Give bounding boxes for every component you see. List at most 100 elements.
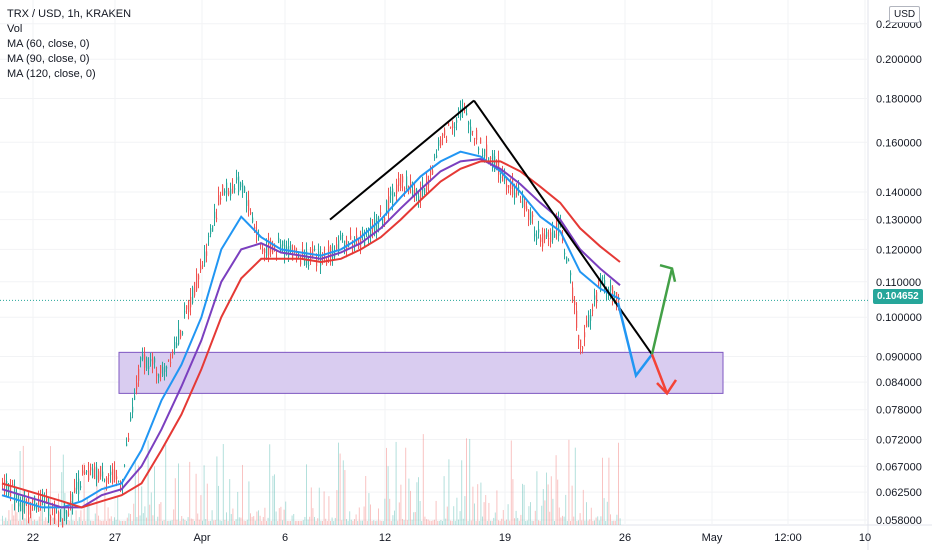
volume-bar <box>94 513 96 525</box>
volume-bar <box>534 510 536 525</box>
candle-body <box>132 406 134 413</box>
volume-bar <box>339 453 341 525</box>
chart-title: TRX / USD, 1h, KRAKEN <box>7 8 132 20</box>
candle-body <box>224 190 226 194</box>
volume-bar <box>250 513 251 525</box>
volume-bar <box>378 508 379 525</box>
volume-bar <box>230 514 232 525</box>
volume-bar <box>314 516 315 525</box>
volume-bar <box>189 461 191 525</box>
volume-bar <box>131 520 133 525</box>
volume-bar <box>363 506 365 525</box>
volume-bar <box>115 519 117 525</box>
indicator-ma120[interactable]: MA (120, close, 0) <box>7 68 96 80</box>
indicator-ma90[interactable]: MA (90, close, 0) <box>7 53 90 65</box>
candle-body <box>612 286 614 299</box>
candle-body <box>30 501 32 513</box>
indicator-vol[interactable]: Vol <box>7 23 23 35</box>
volume-bar <box>286 521 288 525</box>
candle-body <box>222 184 224 196</box>
volume-bar <box>370 504 371 525</box>
candle-body <box>374 219 376 234</box>
volume-bar <box>122 520 123 525</box>
volume-bar <box>232 508 234 525</box>
last-price-badge: 0.104652 <box>873 289 923 304</box>
volume-bar <box>266 520 267 525</box>
volume-bar <box>357 521 359 525</box>
candle-body <box>196 273 198 291</box>
y-tick-label: 0.180000 <box>876 93 922 105</box>
candle-body <box>596 292 598 303</box>
candle-body <box>248 199 250 211</box>
candle-body <box>516 188 518 195</box>
candle-body <box>148 366 150 370</box>
candle-body <box>344 240 346 250</box>
candle-body <box>62 522 64 528</box>
volume-bar <box>333 521 335 525</box>
candle-body <box>582 347 584 349</box>
candle-body <box>142 354 144 360</box>
candle-body <box>600 277 602 292</box>
volume-bar <box>146 517 147 525</box>
candle-body <box>584 332 586 338</box>
volume-bar <box>91 520 93 525</box>
volume-bar <box>450 520 451 525</box>
candle-body <box>72 494 74 508</box>
volume-bar <box>403 520 405 525</box>
candle-body <box>392 188 394 204</box>
volume-bar <box>592 520 594 525</box>
candle-body <box>146 357 148 369</box>
y-tick-label: 0.130000 <box>876 215 922 227</box>
candle-body <box>340 235 342 240</box>
volume-bar <box>6 520 8 525</box>
candle-body <box>370 225 372 235</box>
volume-bar <box>176 519 178 525</box>
volume-bar <box>72 520 74 525</box>
volume-bar <box>83 462 85 525</box>
projection-down-arrow <box>650 353 669 394</box>
candle-body <box>190 296 192 308</box>
candle-body <box>366 236 368 238</box>
candle-body <box>86 471 88 473</box>
candle-body <box>362 232 364 235</box>
volume-bar <box>549 511 551 525</box>
candle-body <box>602 277 604 280</box>
volume-bar <box>573 516 575 525</box>
volume-bar <box>123 520 125 525</box>
indicator-ma60[interactable]: MA (60, close, 0) <box>7 38 90 50</box>
candle-body <box>390 191 392 196</box>
currency-badge[interactable]: USD <box>889 6 921 23</box>
volume-bar <box>246 519 248 525</box>
projection-up-arrow <box>650 268 674 355</box>
volume-bar <box>2 515 3 525</box>
y-tick-label: 0.084000 <box>876 377 922 389</box>
volume-bar <box>326 521 328 525</box>
volume-bar <box>181 516 183 525</box>
volume-bar <box>112 521 114 525</box>
candle-body <box>136 382 138 390</box>
volume-bar <box>195 473 197 525</box>
candle-body <box>538 228 540 233</box>
candle-body <box>232 185 234 193</box>
volume-bar <box>550 476 552 525</box>
candle-body <box>594 295 596 300</box>
candle-body <box>60 517 62 519</box>
candle-body <box>22 500 24 512</box>
volume-bar <box>280 506 282 525</box>
candle-body <box>78 478 80 495</box>
candle-body <box>140 357 142 360</box>
volume-bar <box>85 520 87 525</box>
volume-bar <box>46 520 48 525</box>
candle-body <box>400 174 402 189</box>
volume-bar <box>182 518 184 525</box>
volume-bar <box>480 482 482 525</box>
candle-body <box>40 498 42 508</box>
x-tick-label: Apr <box>193 532 210 544</box>
candle-body <box>418 196 420 200</box>
candle-body <box>406 176 408 189</box>
volume-bar <box>82 520 83 525</box>
candle-body <box>144 354 146 368</box>
candle-body <box>282 240 284 247</box>
volume-bar <box>406 520 408 525</box>
